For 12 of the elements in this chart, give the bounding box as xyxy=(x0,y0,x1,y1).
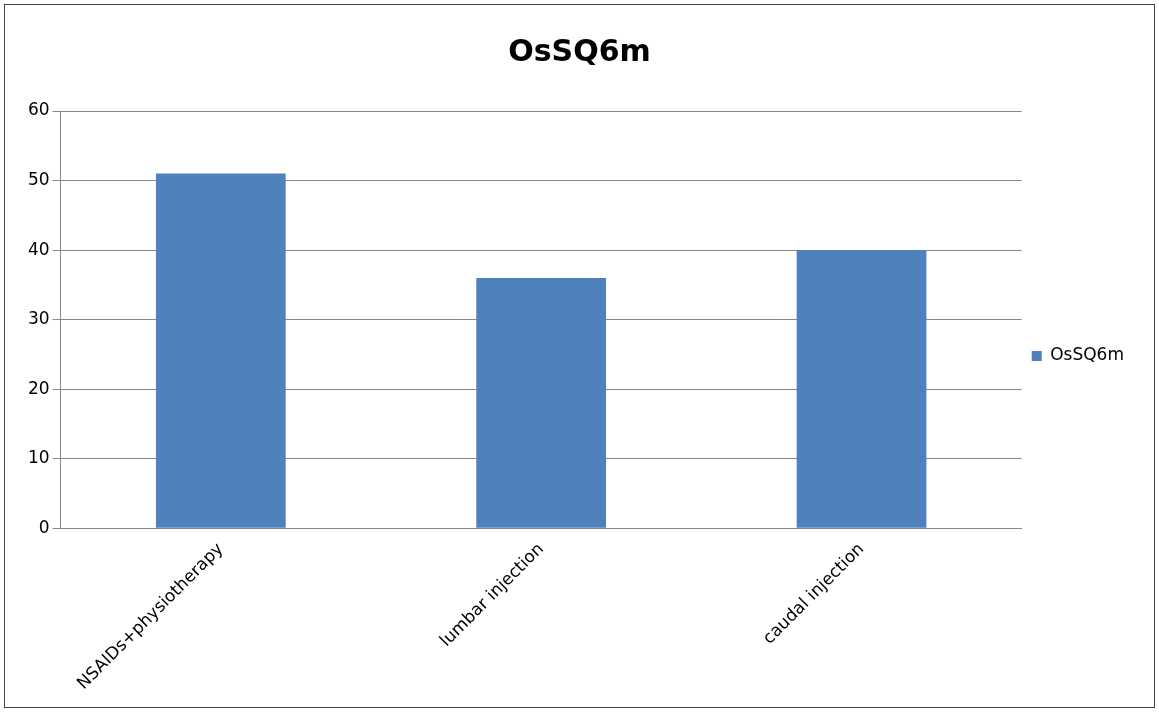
y-tick-label: 40 xyxy=(27,238,50,259)
y-tick-label: 30 xyxy=(27,308,50,329)
y-tick-label: 0 xyxy=(38,516,50,537)
chart-title: OsSQ6m xyxy=(508,32,651,68)
y-tick-label: 60 xyxy=(27,99,50,120)
y-tick-label: 20 xyxy=(27,377,50,398)
y-tick-label: 50 xyxy=(27,168,50,189)
y-tick-label: 10 xyxy=(27,447,50,468)
bar xyxy=(476,277,607,528)
legend-label: OsSQ6m xyxy=(1050,344,1125,365)
bar xyxy=(155,173,286,528)
bar xyxy=(796,250,927,528)
